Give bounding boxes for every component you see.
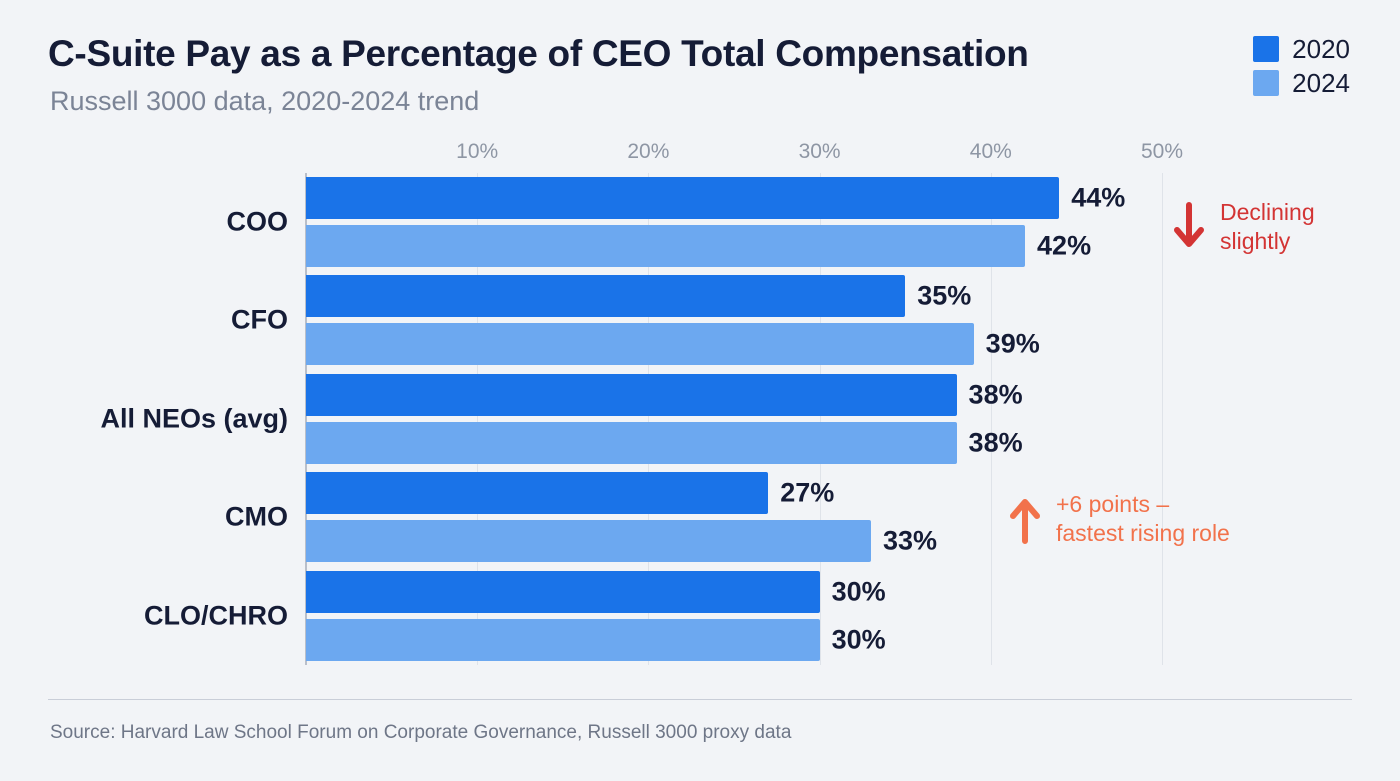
bar-cfo-2020[interactable] <box>306 275 906 318</box>
bar-value-label: 38% <box>968 427 1023 458</box>
legend-item-2020[interactable]: 2020 <box>1253 36 1350 62</box>
page-subtitle: Russell 3000 data, 2020-2024 trend <box>50 86 480 116</box>
gridline-50% <box>1162 173 1163 665</box>
bar-value-label: 39% <box>985 328 1040 359</box>
bar-row: 42% <box>306 225 1162 267</box>
bar-value-label: 30% <box>831 576 886 607</box>
bar-value-label: 38% <box>968 379 1023 410</box>
category-label-coo: COO <box>226 206 288 237</box>
legend-swatch-icon <box>1253 36 1280 62</box>
legend-label: 2024 <box>1292 68 1350 98</box>
plot-area: 10% 20% 30% 40% 50% 44% 42% COO 35% 39% CFO 38% 38% A… <box>100 140 1183 665</box>
category-label-cmo: CMO <box>225 501 288 532</box>
bar-all-neos-avg--2024[interactable] <box>306 421 957 464</box>
bar-value-label: 30% <box>831 624 886 655</box>
bar-coo-2024[interactable] <box>306 225 1026 267</box>
bar-all-neos-avg--2020[interactable] <box>306 373 957 416</box>
y-axis-line <box>305 173 307 665</box>
bar-cmo-2020[interactable] <box>306 472 769 515</box>
annotation-text: Declining slightly <box>1220 199 1315 255</box>
source-note: Source: Harvard Law School Forum on Corp… <box>50 722 792 743</box>
bar-row: 35% <box>306 275 1162 318</box>
annotation-declining-slightly: Declining slightly <box>1172 198 1315 257</box>
legend-item-2024[interactable]: 2024 <box>1253 70 1350 96</box>
category-label-clo-chro: CLO/CHRO <box>144 600 288 631</box>
bar-coo-2020[interactable] <box>306 177 1060 219</box>
footer-divider <box>48 699 1352 700</box>
bar-cfo-2024[interactable] <box>306 323 974 366</box>
legend-label: 2020 <box>1292 34 1350 64</box>
category-label-cfo: CFO <box>231 304 288 335</box>
gridline-10% <box>477 173 479 665</box>
bar-value-label: 44% <box>1071 182 1126 213</box>
x-axis-tick-label: 40% <box>969 140 1012 163</box>
bar-value-label: 35% <box>917 280 972 311</box>
bar-row: 30% <box>306 570 1162 613</box>
arrow-down-icon <box>1172 202 1206 252</box>
category-label-all-neos-avg-: All NEOs (avg) <box>100 403 288 434</box>
bar-value-label: 42% <box>1037 230 1092 261</box>
arrow-up-icon <box>1008 494 1042 545</box>
bar-row: 33% <box>306 520 1162 563</box>
x-axis-tick-label: 50% <box>1140 140 1184 163</box>
bar-cmo-2024[interactable] <box>306 520 871 563</box>
gridline-40% <box>990 173 992 665</box>
bar-clo-chro-2020[interactable] <box>306 570 820 613</box>
bar-row: 44% <box>306 177 1162 219</box>
bar-clo-chro-2024[interactable] <box>306 618 820 661</box>
x-axis-tick-label: 20% <box>627 140 670 163</box>
chart-legend: 2020 2024 <box>1253 36 1350 96</box>
bar-row: 39% <box>306 323 1162 366</box>
page-title: C-Suite Pay as a Percentage of CEO Total… <box>48 33 1029 74</box>
bar-row: 38% <box>306 373 1162 416</box>
gridline-20% <box>648 173 650 665</box>
bar-value-label: 27% <box>780 477 835 508</box>
gridline-30% <box>819 173 821 665</box>
bar-row: 38% <box>306 421 1162 464</box>
legend-swatch-icon <box>1253 70 1280 96</box>
bar-value-label: 33% <box>882 525 937 556</box>
annotation-text: +6 points – fastest rising role <box>1056 491 1230 547</box>
bar-row: 27% <box>306 472 1162 515</box>
x-axis-tick-label: 30% <box>798 140 841 163</box>
bar-row: 30% <box>306 618 1162 661</box>
annotation-fastest-rising: +6 points – fastest rising role <box>1008 490 1230 549</box>
x-axis-tick-label: 10% <box>456 140 499 163</box>
